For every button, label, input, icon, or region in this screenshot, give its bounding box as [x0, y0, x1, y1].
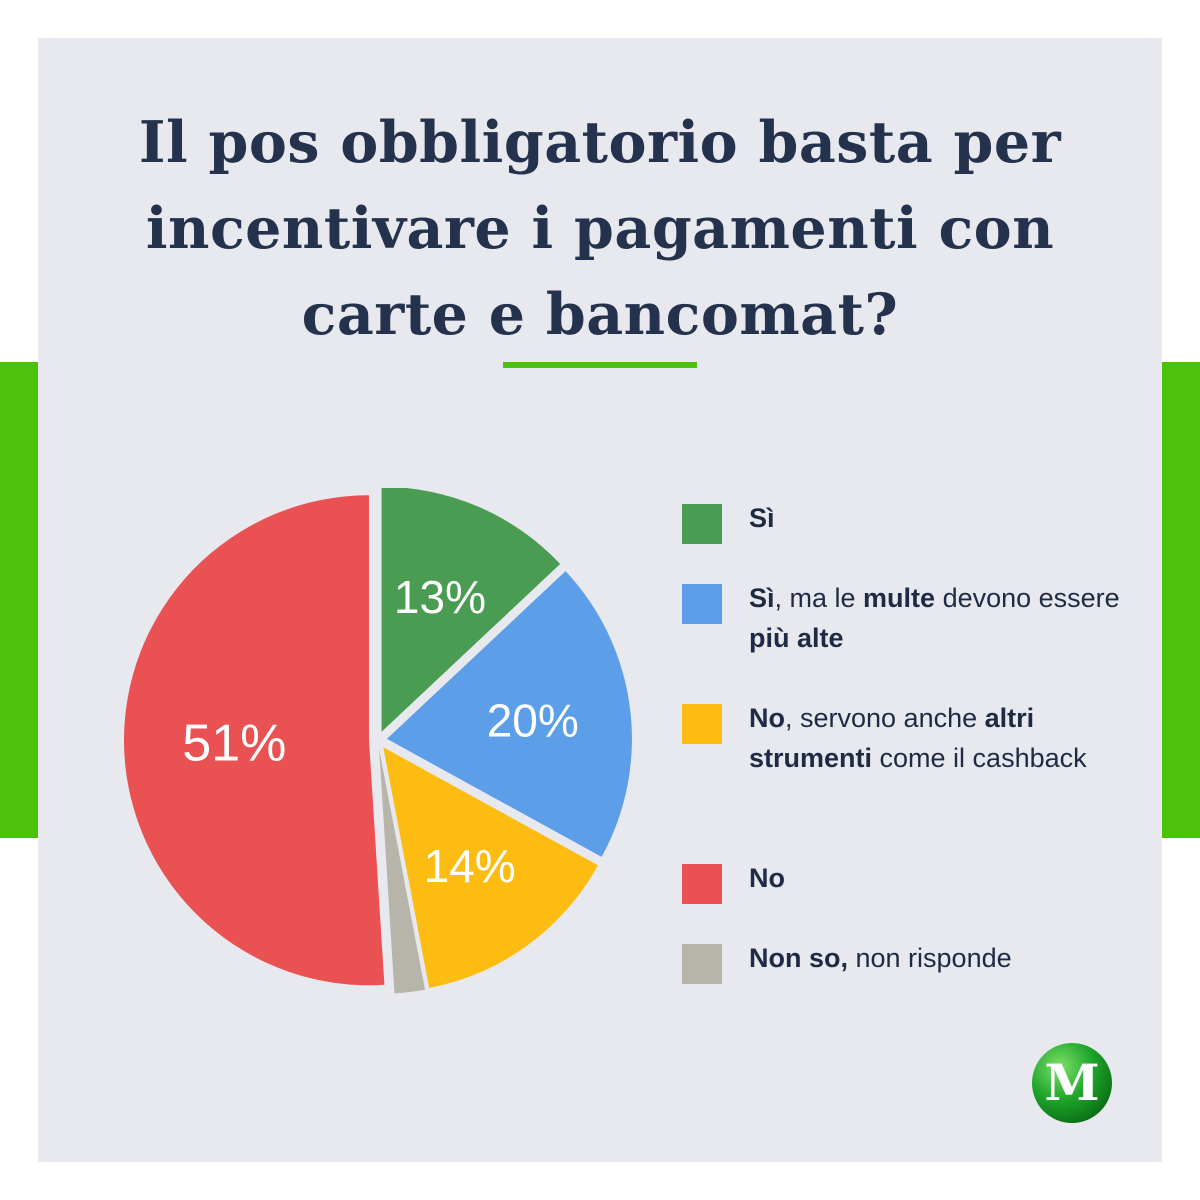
legend-label: Non so, non risponde — [749, 938, 1129, 978]
pie-slice-si — [381, 488, 561, 732]
title-line-2: incentivare i pagamenti con — [145, 195, 1055, 262]
legend-label-bold-part: più alte — [749, 623, 844, 653]
legend-label-part: devono essere — [935, 583, 1120, 613]
chart-title: Il pos obbligatorio basta per incentivar… — [38, 100, 1162, 358]
logo-circle — [1032, 1043, 1112, 1123]
left-accent-bar — [0, 362, 38, 838]
legend-label-bold-part: Sì — [749, 583, 775, 613]
legend-label-bold-part: No — [749, 863, 785, 893]
pie-slice-no-altri-strumenti — [383, 747, 598, 988]
legend-label: Sì — [749, 498, 1129, 538]
title-line-1: Il pos obbligatorio basta per — [138, 109, 1062, 176]
legend-swatch — [682, 944, 722, 984]
logo-letter: M — [1044, 1053, 1099, 1112]
slice-label-si-multe: 20% — [487, 694, 579, 746]
legend-label-part: come il cashback — [872, 743, 1087, 773]
legend-swatch — [682, 504, 722, 544]
pie-chart: 13% 20% 14% 51% — [124, 488, 632, 994]
legend-label-part: non risponde — [848, 943, 1012, 973]
right-accent-bar — [1162, 362, 1200, 838]
infographic-card: Il pos obbligatorio basta per incentivar… — [38, 38, 1162, 1162]
pie-slice-non-so — [379, 748, 426, 994]
legend-label-bold-part: No — [749, 703, 785, 733]
slice-label-si: 13% — [394, 571, 486, 623]
legend-label-part: , servono anche — [785, 703, 985, 733]
slice-label-no-altri-strumenti: 14% — [424, 840, 516, 892]
title-line-3: carte e bancomat? — [301, 281, 899, 348]
pie-slice-si-multe — [386, 571, 632, 857]
legend-label: No, servono anche altri strumenti come i… — [749, 698, 1129, 778]
slice-label-no: 51% — [182, 715, 286, 773]
legend-swatch — [682, 584, 722, 624]
pie-slice-no — [124, 495, 385, 986]
title-underline — [503, 362, 697, 368]
brand-logo: M — [1032, 1043, 1112, 1123]
legend-label: No — [749, 858, 1129, 898]
legend-label: Sì, ma le multe devono essere più alte — [749, 578, 1129, 658]
legend-label-bold-part: Non so, — [749, 943, 848, 973]
legend-label-bold-part: Sì — [749, 503, 775, 533]
legend-swatch — [682, 864, 722, 904]
legend-label-part: , ma le — [774, 583, 864, 613]
legend-label-bold-part: altri strumenti — [749, 703, 1035, 773]
legend-swatch — [682, 704, 722, 744]
legend-label-bold-part: multe — [863, 583, 936, 613]
